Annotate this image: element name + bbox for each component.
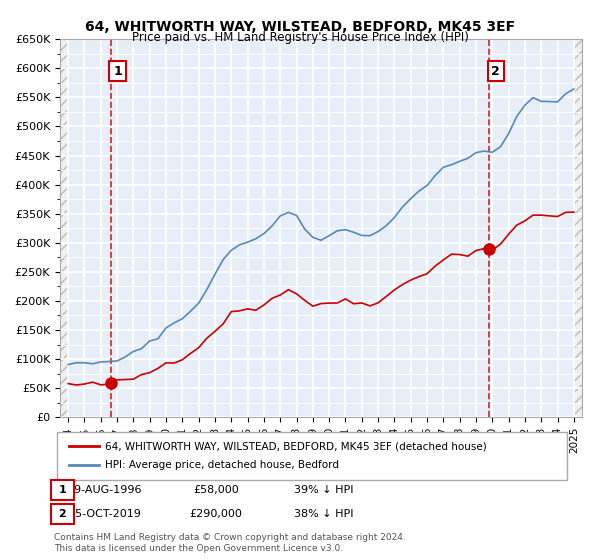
Text: 2: 2 — [491, 65, 500, 78]
Text: 1: 1 — [113, 65, 122, 78]
Text: 38% ↓ HPI: 38% ↓ HPI — [294, 509, 354, 519]
Text: 39% ↓ HPI: 39% ↓ HPI — [294, 485, 354, 495]
Text: 1: 1 — [59, 485, 66, 495]
Text: 19-AUG-1996: 19-AUG-1996 — [68, 485, 142, 495]
Text: Contains HM Land Registry data © Crown copyright and database right 2024.
This d: Contains HM Land Registry data © Crown c… — [54, 533, 406, 553]
Text: £58,000: £58,000 — [193, 485, 239, 495]
Text: HPI: Average price, detached house, Bedford: HPI: Average price, detached house, Bedf… — [105, 460, 339, 470]
Text: 64, WHITWORTH WAY, WILSTEAD, BEDFORD, MK45 3EF: 64, WHITWORTH WAY, WILSTEAD, BEDFORD, MK… — [85, 20, 515, 34]
Text: £290,000: £290,000 — [190, 509, 242, 519]
Text: 25-OCT-2019: 25-OCT-2019 — [68, 509, 142, 519]
Text: Price paid vs. HM Land Registry's House Price Index (HPI): Price paid vs. HM Land Registry's House … — [131, 31, 469, 44]
Text: 64, WHITWORTH WAY, WILSTEAD, BEDFORD, MK45 3EF (detached house): 64, WHITWORTH WAY, WILSTEAD, BEDFORD, MK… — [105, 441, 487, 451]
Text: 2: 2 — [59, 509, 66, 519]
Bar — [60, 39, 68, 417]
Bar — [574, 39, 582, 417]
